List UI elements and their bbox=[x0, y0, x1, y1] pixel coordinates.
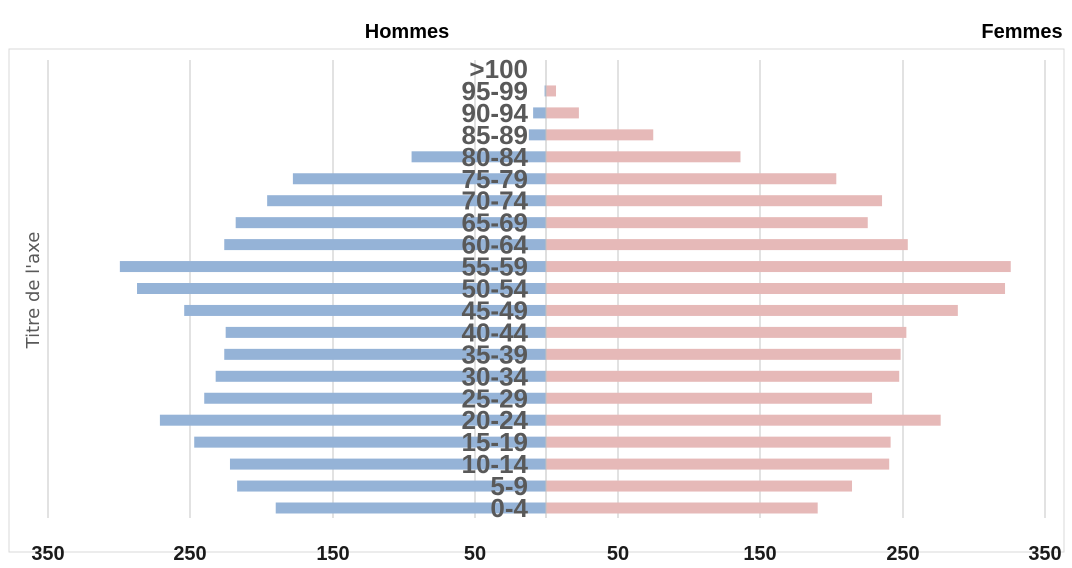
bar-femmes bbox=[546, 348, 901, 360]
plot-area-border bbox=[8, 48, 1065, 553]
category-label: 65-69 bbox=[462, 208, 529, 238]
bar-hommes bbox=[194, 436, 546, 448]
category-label: 5-9 bbox=[490, 471, 528, 501]
x-tick-label: 50 bbox=[607, 543, 629, 563]
bar-hommes bbox=[544, 85, 546, 97]
category-label: 45-49 bbox=[462, 295, 529, 325]
bar-femmes bbox=[546, 107, 579, 119]
bar-femmes bbox=[546, 370, 900, 382]
bar-femmes bbox=[546, 217, 868, 229]
category-label: 60-64 bbox=[462, 230, 529, 260]
category-label: 80-84 bbox=[462, 142, 529, 172]
bar-hommes bbox=[204, 392, 547, 404]
bar-femmes bbox=[546, 129, 654, 141]
bar-hommes bbox=[235, 217, 546, 229]
bar-femmes bbox=[546, 392, 873, 404]
x-tick-label: 50 bbox=[464, 543, 486, 563]
x-tick-label: 250 bbox=[173, 543, 206, 563]
bar-hommes bbox=[137, 283, 546, 294]
bar-hommes bbox=[229, 458, 546, 470]
bar-hommes bbox=[225, 326, 546, 338]
category-label: 70-74 bbox=[462, 186, 529, 216]
bar-hommes bbox=[533, 107, 546, 119]
category-label: 25-29 bbox=[462, 383, 529, 413]
bar-femmes bbox=[546, 502, 818, 514]
bars bbox=[119, 85, 1011, 514]
legend-hommes: Hommes bbox=[365, 21, 449, 43]
category-label: 30-34 bbox=[462, 361, 529, 391]
bar-femmes bbox=[546, 326, 907, 338]
category-label: >100 bbox=[469, 54, 528, 84]
bar-femmes bbox=[546, 414, 941, 426]
category-labels: 0-45-910-1415-1920-2425-2930-3435-3940-4… bbox=[462, 54, 529, 523]
bar-femmes bbox=[546, 480, 853, 492]
category-label: 35-39 bbox=[462, 339, 529, 369]
category-label: 50-54 bbox=[462, 274, 529, 304]
x-tick-labels: 350 250 150 50 50 150 250 350 bbox=[31, 543, 1061, 565]
bar-hommes bbox=[528, 129, 546, 141]
bar-femmes bbox=[546, 261, 1011, 273]
bar-femmes bbox=[546, 151, 741, 163]
bar-femmes bbox=[546, 458, 890, 470]
bar-hommes bbox=[119, 261, 547, 273]
legend-femmes: Femmes bbox=[981, 21, 1062, 43]
y-axis-title: Titre de l'axe bbox=[23, 232, 44, 350]
bar-hommes bbox=[184, 304, 546, 316]
category-label: 0-4 bbox=[490, 493, 528, 523]
category-label: 40-44 bbox=[462, 317, 529, 347]
bar-hommes bbox=[159, 414, 546, 426]
category-label: 15-19 bbox=[462, 427, 529, 457]
bar-hommes bbox=[275, 502, 546, 514]
bar-femmes bbox=[546, 239, 908, 251]
category-label: 10-14 bbox=[462, 449, 529, 479]
bar-femmes bbox=[546, 85, 557, 97]
category-label: 20-24 bbox=[462, 405, 529, 435]
bar-hommes bbox=[411, 151, 546, 163]
category-label: 85-89 bbox=[462, 120, 529, 150]
bar-hommes bbox=[237, 480, 546, 492]
bar-hommes bbox=[267, 195, 546, 207]
x-tick-label: 350 bbox=[31, 543, 64, 563]
x-tick-label: 350 bbox=[1028, 543, 1061, 563]
x-tick-label: 150 bbox=[316, 543, 349, 563]
bar-femmes bbox=[546, 304, 958, 316]
x-tick-label: 250 bbox=[886, 543, 919, 563]
bar-hommes bbox=[224, 239, 546, 251]
bar-hommes bbox=[215, 370, 547, 382]
bar-femmes bbox=[546, 173, 837, 185]
bar-hommes bbox=[224, 348, 546, 360]
bar-femmes bbox=[546, 283, 1006, 294]
bar-femmes bbox=[546, 436, 891, 448]
category-label: 55-59 bbox=[462, 252, 529, 282]
category-label: 95-99 bbox=[462, 76, 529, 106]
category-label: 75-79 bbox=[462, 164, 529, 194]
bar-hommes bbox=[292, 173, 546, 185]
bar-femmes bbox=[546, 195, 883, 207]
x-tick-label: 150 bbox=[743, 543, 776, 563]
category-label: 90-94 bbox=[462, 98, 529, 128]
